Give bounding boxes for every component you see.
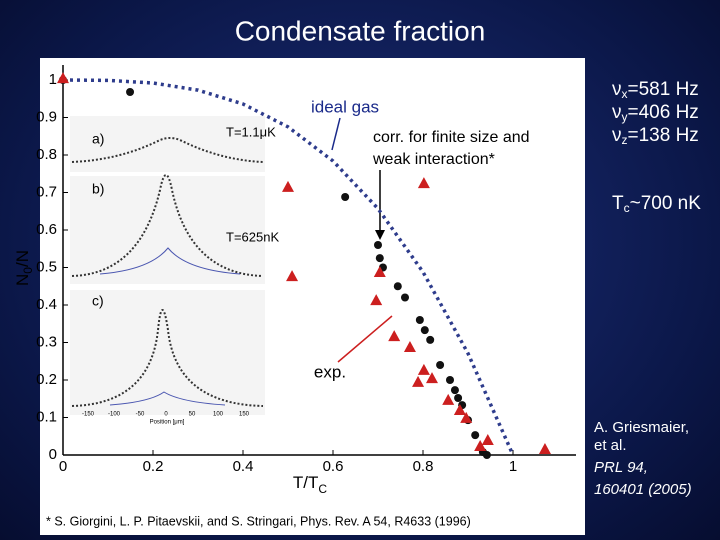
data-point [481, 434, 494, 445]
frequency: νz=138 Hz [612, 125, 699, 147]
footnote: * S. Giorgini, L. P. Pitaevskii, and S. … [46, 514, 471, 528]
inset-tick-label: 100 [213, 412, 224, 418]
annotation: ideal gas [311, 97, 379, 116]
data-point [401, 293, 409, 302]
data-point [126, 88, 135, 96]
series-line [62, 78, 515, 456]
inset-label: a) [92, 131, 104, 147]
data-point [453, 404, 466, 415]
y-tick-label: 0.9 [36, 108, 57, 125]
y-tick-label: 0.8 [36, 146, 57, 163]
inset-tick-label: -50 [136, 412, 145, 418]
annotation: exp. [314, 362, 346, 381]
y-tick-label: 0.1 [36, 408, 57, 425]
annotation-arrow [337, 315, 393, 363]
inset-frame [70, 116, 265, 172]
frequency: νx=581 Hz [612, 79, 699, 101]
y-axis-label: N0/N [13, 250, 35, 286]
data-point [388, 330, 401, 342]
data-point [450, 386, 459, 395]
inset-frame [70, 290, 265, 415]
y-tick-label: 0.6 [36, 221, 57, 238]
data-point [460, 411, 473, 423]
data-point [417, 363, 430, 375]
citation-journal: 160401 (2005) [594, 481, 692, 498]
frequency: νy=406 Hz [612, 102, 699, 124]
inset-temperature: T=1.1μK [226, 124, 276, 139]
data-point [426, 372, 438, 384]
citation-journal: PRL 94, [594, 459, 648, 476]
data-point [341, 193, 350, 201]
y-tick-label: 0.4 [36, 296, 57, 313]
insets [70, 116, 265, 415]
arrow-head [375, 230, 385, 240]
y-tick-label: 0.5 [36, 258, 57, 275]
inset-fit [109, 391, 226, 406]
citation-author: A. Griesmaier, [594, 419, 689, 436]
inset-curve [71, 174, 264, 277]
data-point [417, 177, 430, 189]
x-tick-label: 0.8 [413, 458, 434, 475]
data-point [393, 282, 402, 291]
x-tick-label: 0 [59, 458, 67, 475]
inset-frame [70, 176, 265, 284]
citation-author: et al. [594, 437, 627, 454]
y-tick-label: 0 [49, 446, 57, 463]
y-tick-label: 1 [49, 71, 57, 88]
inset-fit [99, 247, 241, 275]
x-axis-label: T/TC [293, 473, 328, 496]
inset-tick-label: 150 [239, 412, 250, 418]
x-tick-label: 0.6 [323, 458, 344, 475]
data-point [282, 180, 294, 192]
inset-curve [71, 137, 264, 163]
annotation-arrow [331, 117, 341, 151]
inset-tick-label: -100 [108, 412, 121, 418]
x-tick-label: 1 [509, 458, 517, 475]
y-tick-label: 0.7 [36, 183, 57, 200]
data-point [415, 316, 424, 324]
slide-title: Condensate fraction [235, 15, 486, 46]
data-point [426, 335, 435, 344]
inset-curve [71, 309, 264, 407]
x-tick-label: 0.2 [143, 458, 164, 475]
data-point [412, 375, 425, 387]
annotation: corr. for finite size and weak interacti… [373, 129, 530, 168]
data-point [373, 266, 386, 277]
data-point [538, 443, 551, 454]
inset-tick-label: 50 [189, 412, 196, 418]
data-point [403, 341, 416, 352]
data-point [57, 72, 69, 84]
data-point [454, 394, 463, 402]
inset-temperature: T=625nK [226, 229, 279, 244]
inset-label: c) [92, 293, 104, 309]
data-point [442, 393, 455, 405]
data-point [374, 241, 382, 249]
x-tick-label: 0.4 [233, 458, 254, 475]
data-point [375, 254, 384, 263]
data-point [482, 451, 491, 459]
critical-temperature: Tc~700 nK [612, 193, 701, 215]
inset-label: b) [92, 181, 104, 197]
y-tick-label: 0.3 [36, 333, 57, 350]
data-point [370, 294, 383, 306]
inset-tick-label: -150 [82, 412, 95, 418]
data-point [436, 361, 445, 369]
data-point [471, 431, 480, 440]
data-point [474, 440, 487, 451]
y-tick-label: 0.2 [36, 371, 57, 388]
inset-tick-label: 0 [164, 412, 168, 418]
data-point [286, 270, 299, 282]
inset-axis-label: Position [μm] [150, 420, 185, 426]
data-point [420, 326, 429, 335]
data-point [446, 376, 454, 384]
